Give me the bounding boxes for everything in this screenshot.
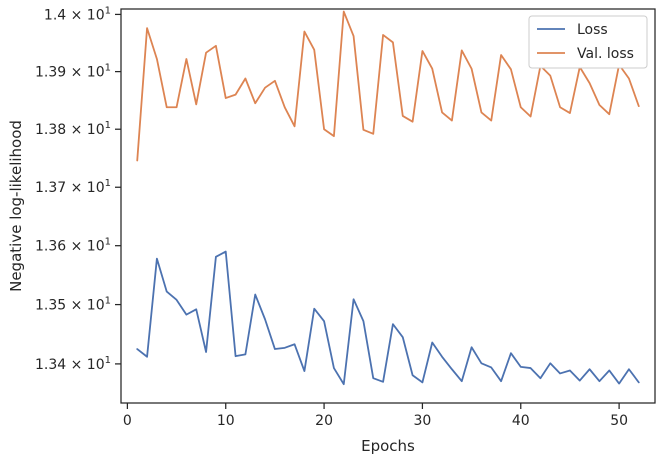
legend-label-val-loss: Val. loss (577, 46, 634, 62)
plot-frame (120, 8, 656, 404)
x-tick-label: 30 (414, 413, 432, 429)
x-axis-ticks: 0 10 20 30 40 50 (123, 403, 628, 429)
legend-label-loss: Loss (577, 22, 608, 38)
y-tick-label: 1.36 × 101 (35, 237, 111, 255)
y-tick-label: 1.4 × 101 (44, 5, 111, 23)
x-axis-label: Epochs (361, 437, 415, 455)
legend: Loss Val. loss (528, 15, 648, 69)
plot-area (121, 9, 655, 403)
x-tick-label: 0 (123, 413, 132, 429)
y-tick-label: 1.35 × 101 (35, 296, 111, 314)
series-lines (136, 10, 640, 386)
series-line-val-loss (136, 10, 640, 162)
x-tick-label: 20 (315, 413, 333, 429)
y-tick-label: 1.37 × 101 (35, 178, 111, 196)
y-tick-label: 1.34 × 101 (35, 355, 111, 373)
x-tick-label: 40 (512, 413, 530, 429)
y-tick-label: 1.39 × 101 (35, 63, 111, 81)
y-axis-label: Negative log-likelihood (7, 120, 25, 292)
series-line-loss (136, 250, 640, 386)
x-tick-label: 50 (610, 413, 628, 429)
y-axis-ticks: 1.34 × 101 1.35 × 101 1.36 × 101 1.37 × 101… (35, 5, 121, 373)
x-tick-label: 10 (217, 413, 235, 429)
y-tick-label: 1.38 × 101 (35, 120, 111, 138)
